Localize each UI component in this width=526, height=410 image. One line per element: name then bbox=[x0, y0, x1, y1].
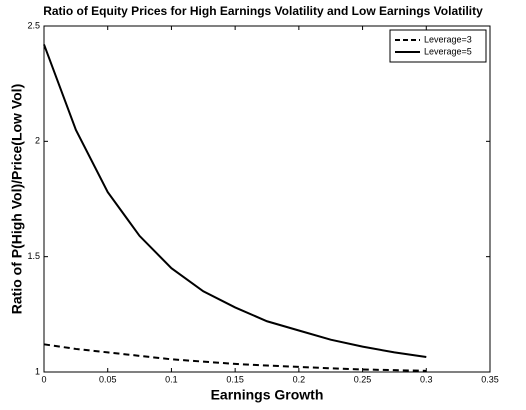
x-tick-label: 0.25 bbox=[354, 374, 372, 384]
line-series bbox=[43, 44, 427, 358]
chart-title: Ratio of Equity Prices for High Earnings… bbox=[43, 4, 483, 18]
x-tick-label: 0.15 bbox=[226, 374, 244, 384]
legend-label: Leverage=5 bbox=[424, 46, 472, 56]
plot-frame bbox=[43, 25, 491, 373]
legend-label: Leverage=3 bbox=[424, 34, 472, 44]
x-axis-label: Earnings Growth bbox=[211, 387, 324, 403]
x-tick-label: 0 bbox=[41, 374, 46, 384]
y-axis-label: Ratio of P(High Vol)/Price(Low Vol) bbox=[9, 84, 25, 314]
x-tick-label: 0.2 bbox=[293, 374, 306, 384]
x-tick-label: 0.3 bbox=[420, 374, 433, 384]
x-tick-label: 0.1 bbox=[165, 374, 178, 384]
y-tick-label: 1.5 bbox=[27, 251, 40, 261]
y-tick-label: 1 bbox=[35, 366, 40, 376]
y-tick-label: 2 bbox=[35, 136, 40, 146]
x-tick-label: 0.35 bbox=[481, 374, 499, 384]
legend-box bbox=[389, 29, 487, 63]
line-series bbox=[43, 343, 427, 372]
x-tick-label: 0.05 bbox=[99, 374, 117, 384]
y-tick-label: 2.5 bbox=[27, 20, 40, 30]
